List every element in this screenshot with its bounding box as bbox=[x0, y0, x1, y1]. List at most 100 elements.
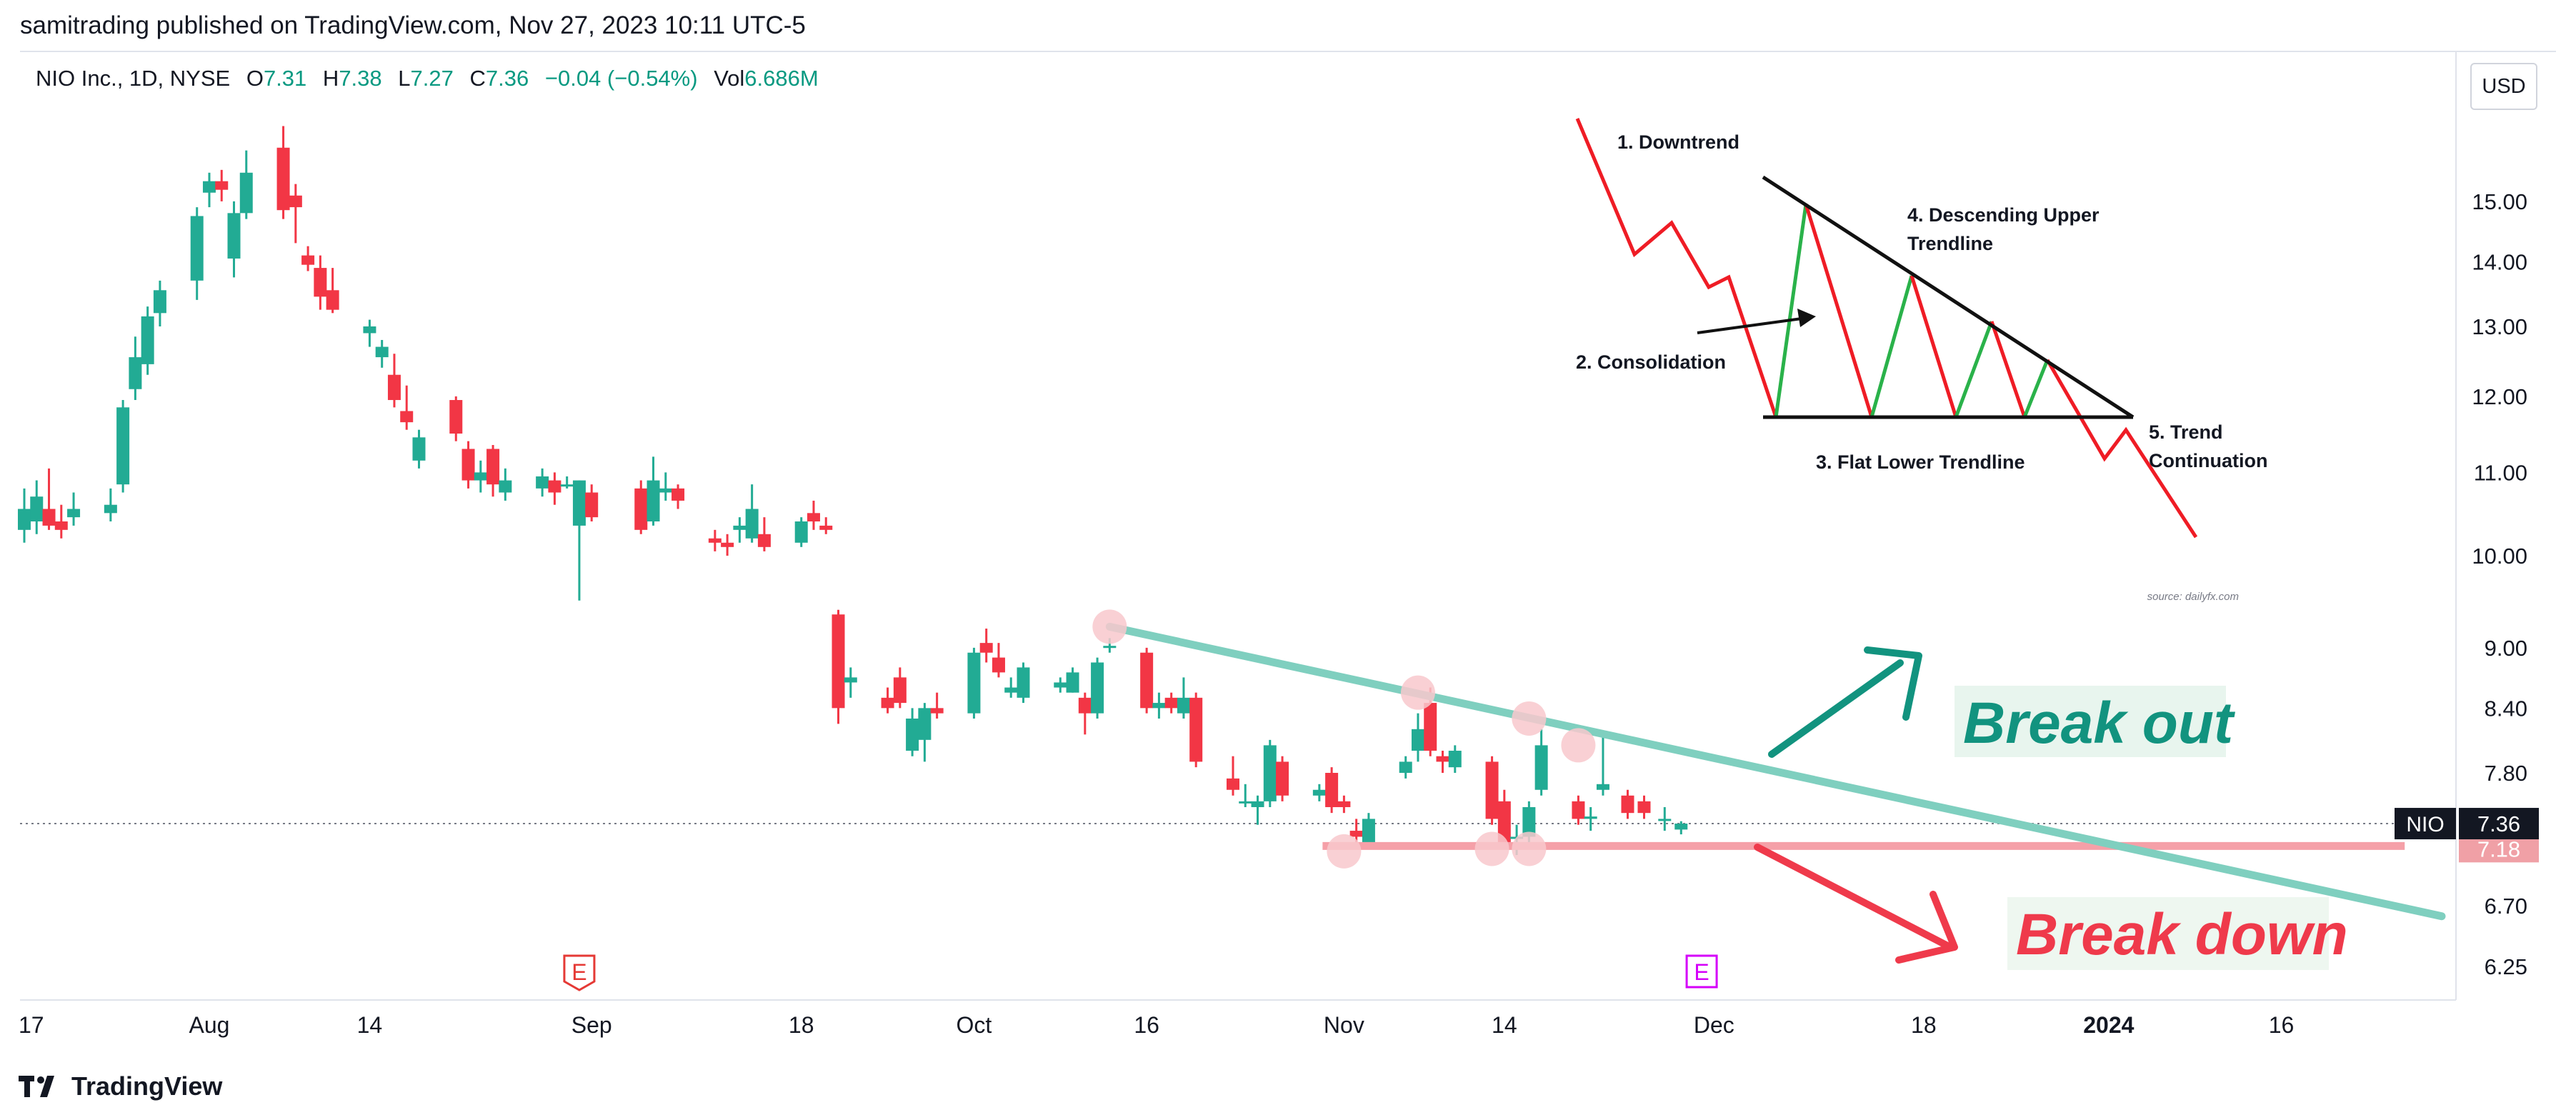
time-tick-label: Nov bbox=[1324, 1012, 1364, 1038]
candle bbox=[1325, 767, 1339, 814]
candle bbox=[757, 517, 771, 551]
high-label: H bbox=[322, 66, 339, 91]
price-tick-label: 11.00 bbox=[2474, 460, 2527, 485]
candle-body bbox=[647, 480, 660, 522]
earnings-marker[interactable]: E bbox=[563, 954, 596, 991]
trendline-drawings[interactable] bbox=[1092, 609, 2446, 921]
candle bbox=[672, 484, 685, 509]
descending-resistance-line[interactable] bbox=[1105, 622, 2446, 921]
candle-body bbox=[548, 480, 561, 493]
candle bbox=[314, 255, 327, 310]
currency-button[interactable]: USD bbox=[2470, 63, 2537, 110]
earnings-flag-icon bbox=[563, 954, 596, 991]
candle-body bbox=[30, 496, 44, 522]
candle bbox=[363, 319, 376, 347]
time-tick-label: 18 bbox=[1911, 1012, 1937, 1038]
open-value: 7.31 bbox=[263, 66, 307, 91]
candle-body bbox=[560, 484, 574, 487]
candle-body bbox=[1362, 819, 1375, 843]
candle bbox=[190, 207, 204, 300]
candle bbox=[449, 396, 463, 441]
earnings-marker-label: E bbox=[571, 959, 586, 985]
candle-body bbox=[1497, 801, 1511, 843]
candle bbox=[560, 476, 574, 489]
candle-body bbox=[1140, 652, 1154, 709]
time-tick-label: 16 bbox=[2269, 1012, 2295, 1038]
time-tick-label: 18 bbox=[789, 1012, 814, 1038]
last-price-tag bbox=[2459, 808, 2539, 840]
candle-body bbox=[1349, 831, 1363, 837]
candle-body bbox=[1674, 824, 1688, 830]
candle bbox=[499, 468, 512, 501]
candle bbox=[1674, 821, 1688, 835]
candle bbox=[326, 268, 339, 314]
candle bbox=[1239, 784, 1252, 807]
breakdown-label-bg bbox=[2007, 897, 2329, 970]
candle-body bbox=[1263, 745, 1277, 801]
candle-body bbox=[1596, 784, 1609, 790]
candle-body bbox=[1152, 703, 1166, 709]
pattern-label: 4. Descending Upper bbox=[1907, 204, 2100, 226]
tradingview-logo-icon bbox=[19, 1076, 54, 1097]
candle-body bbox=[881, 697, 894, 709]
trendline-touch-point bbox=[1512, 831, 1547, 866]
candle-body bbox=[1251, 801, 1264, 807]
pattern-label: 3. Flat Lower Trendline bbox=[1816, 451, 2025, 473]
candle-body bbox=[733, 525, 747, 530]
volume-value: 6.686M bbox=[744, 66, 819, 91]
candle bbox=[1337, 795, 1351, 814]
change-value: −0.04 (−0.54%) bbox=[544, 66, 698, 91]
consolidation-leg bbox=[2022, 359, 2050, 418]
tradingview-logo[interactable]: TradingView bbox=[19, 1071, 222, 1101]
symbol-tag-label: NIO bbox=[2406, 813, 2444, 836]
candle bbox=[276, 126, 290, 219]
candle bbox=[202, 172, 216, 208]
candle bbox=[1152, 692, 1166, 719]
candle bbox=[1078, 692, 1092, 735]
time-axis[interactable]: 17 Aug 14 Sep 18 Oct 16 Nov 14 Dec 18 2024 16 bbox=[19, 1012, 2294, 1038]
candle-body bbox=[1534, 745, 1548, 790]
candle-body bbox=[585, 492, 599, 518]
price-axis[interactable]: 6.25 6.70 7.80 8.40 9.00 10.00 11.00 12.00 13.00… bbox=[2472, 189, 2527, 979]
candle-body bbox=[832, 614, 845, 709]
time-tick-label: 17 bbox=[19, 1012, 44, 1038]
candle bbox=[634, 480, 648, 534]
close-label: C bbox=[469, 66, 486, 91]
consolidation-leg bbox=[1869, 275, 1914, 418]
consolidation-leg bbox=[1954, 321, 1994, 418]
candle-body bbox=[1312, 789, 1326, 796]
trend-continuation-line bbox=[2045, 359, 2198, 539]
candle-body bbox=[930, 708, 944, 714]
candle bbox=[1312, 784, 1326, 801]
price-tick-label: 10.00 bbox=[2472, 544, 2527, 569]
candle bbox=[486, 445, 500, 497]
trendline-touch-point bbox=[1474, 831, 1509, 866]
candle bbox=[906, 708, 919, 756]
earnings-marker[interactable]: E bbox=[1685, 954, 1718, 989]
candle bbox=[1572, 795, 1585, 825]
symbol-title[interactable]: NIO Inc., 1D, NYSE bbox=[36, 66, 231, 91]
symbol-legend: NIO Inc., 1D, NYSE O7.31 H7.38 L7.27 C7.… bbox=[36, 66, 819, 91]
candle bbox=[1164, 692, 1178, 714]
candle-body bbox=[1411, 729, 1424, 751]
price-tick-label: 15.00 bbox=[2472, 189, 2527, 214]
candle bbox=[1534, 729, 1548, 796]
breakdown-label: Break down bbox=[2016, 902, 2348, 967]
earnings-flag-icon bbox=[1685, 954, 1718, 989]
candle-body bbox=[153, 290, 166, 314]
volume-label: Vol bbox=[714, 66, 745, 91]
candle bbox=[1436, 751, 1449, 773]
candle-body bbox=[461, 449, 475, 481]
candle-body bbox=[992, 657, 1005, 673]
trendline-touch-point bbox=[1512, 701, 1547, 736]
candle-body bbox=[844, 677, 857, 683]
candle-body bbox=[1103, 646, 1117, 649]
candle bbox=[585, 484, 599, 522]
candle-body bbox=[412, 437, 426, 461]
candle-body bbox=[634, 488, 648, 530]
candle bbox=[18, 488, 31, 543]
pattern-label: 1. Downtrend bbox=[1617, 131, 1739, 153]
time-tick-label: 16 bbox=[1134, 1012, 1159, 1038]
